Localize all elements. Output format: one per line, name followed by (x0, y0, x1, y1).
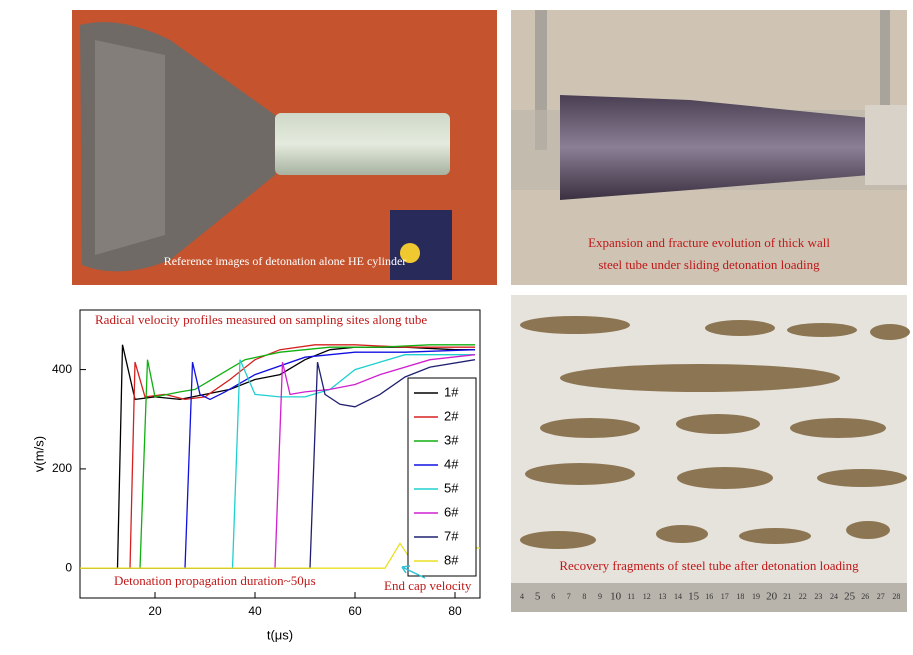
ruler-label: 16 (705, 592, 713, 601)
ruler-label: 7 (567, 592, 571, 601)
ruler-label: 15 (688, 591, 700, 603)
ruler-label: 6 (551, 592, 555, 601)
ruler-label: 28 (892, 592, 900, 601)
ruler-label: 20 (766, 591, 778, 603)
ruler-label: 26 (861, 592, 869, 601)
ruler-label: 12 (643, 592, 651, 601)
legend-label: 8# (444, 552, 459, 567)
photo-caption: Recovery fragments of steel tube after d… (559, 558, 859, 573)
photo-caption: steel tube under sliding detonation load… (598, 257, 820, 272)
ruler-label: 22 (799, 592, 807, 601)
legend-label: 5# (444, 480, 459, 495)
ruler-label: 19 (752, 592, 760, 601)
ruler-label: 13 (658, 592, 666, 601)
legend-label: 3# (444, 432, 459, 447)
legend-label: 2# (444, 408, 459, 423)
legend-label: 7# (444, 528, 459, 543)
legend-label: 6# (444, 504, 459, 519)
ruler-label: 24 (830, 592, 838, 601)
ruler-label: 17 (721, 592, 729, 601)
ruler-label: 27 (877, 592, 885, 601)
ruler-label: 4 (520, 592, 524, 601)
ruler-label: 9 (598, 592, 602, 601)
ruler-label: 5 (535, 591, 541, 603)
ruler-label: 11 (627, 592, 635, 601)
legend-label: 1# (444, 384, 459, 399)
chart-title: Radical velocity profiles measured on sa… (95, 312, 427, 327)
chart: 20 40 60 80 0 200 400 t(μs) v(m/s) 1# 2# 3# 4# 5# 6# 7#… (31, 310, 480, 642)
x-tick-label: 20 (148, 604, 162, 618)
x-tick-label: 80 (448, 604, 462, 618)
ruler-label: 10 (610, 591, 622, 603)
x-tick-label: 60 (348, 604, 362, 618)
ruler-label: 18 (736, 592, 744, 601)
figure: Reference images of detonation alone HE … (0, 0, 913, 650)
ruler-label: 21 (783, 592, 791, 601)
ruler-label: 25 (844, 591, 856, 603)
annotation: Detonation propagation duration~50μs (114, 573, 316, 588)
y-tick-label: 0 (65, 560, 72, 574)
photo-caption: Reference images of detonation alone HE … (164, 254, 407, 268)
photo-caption: Expansion and fracture evolution of thic… (588, 235, 830, 250)
legend-box (408, 378, 476, 576)
ruler-label: 8 (582, 592, 586, 601)
y-tick-label: 400 (52, 362, 72, 376)
annotation: End cap velocity (384, 578, 472, 593)
ruler-label: 23 (814, 592, 822, 601)
y-tick-label: 200 (52, 461, 72, 475)
photo-expansion: Expansion and fracture evolution of thic… (511, 10, 907, 285)
x-tick-label: 40 (248, 604, 262, 618)
photo-detonation: Reference images of detonation alone HE … (72, 10, 497, 285)
photo-fragments: Recovery fragments of steel tube after d… (511, 295, 910, 612)
legend-label: 4# (444, 456, 459, 471)
ruler-label: 14 (674, 592, 682, 601)
y-axis-label: v(m/s) (31, 436, 46, 472)
x-axis-label: t(μs) (267, 627, 293, 642)
